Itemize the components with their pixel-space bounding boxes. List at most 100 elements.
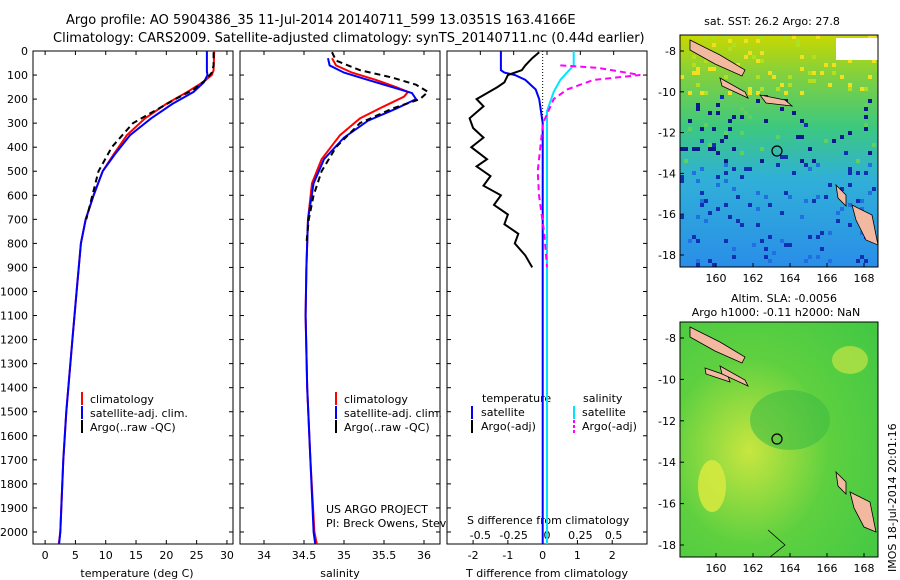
sst-map: sat. SST: 26.2 Argo: 27.8	[679, 15, 879, 268]
sst-pixel	[680, 147, 684, 151]
sst-pixel	[716, 103, 720, 107]
sst-pixel	[780, 107, 784, 111]
land-island	[759, 94, 794, 107]
x-tick-label-T: 0	[539, 549, 546, 562]
project-label: US ARGO PROJECT	[326, 503, 428, 516]
sst-pixel	[684, 159, 688, 163]
sst-pixel	[868, 99, 872, 103]
x-tick-label-S: -0.5	[470, 529, 491, 542]
sst-pixel	[816, 255, 820, 259]
legend-sat-label: satellite-adj. clim.	[90, 407, 188, 420]
sst-pixel	[748, 203, 752, 207]
sst-pixel	[872, 59, 876, 63]
header-line-1: Argo profile: AO 5904386_35 11-Jul-2014 …	[66, 13, 576, 28]
sst-pixel	[848, 183, 852, 187]
sst-pixel	[740, 223, 744, 227]
sst-pixel	[740, 115, 744, 119]
depth-tick-label: 700	[7, 213, 28, 226]
sst-pixel	[744, 111, 748, 115]
sst-pixel	[724, 179, 728, 183]
depth-tick-label: 1800	[0, 478, 28, 491]
land-island	[719, 365, 749, 387]
sst-pixel	[768, 259, 772, 263]
sst-pixel	[748, 167, 752, 171]
sst-pixel	[784, 155, 788, 159]
sst-pixel	[864, 87, 868, 91]
difference-legend: temperature salinity satellite Argo(-adj…	[471, 392, 637, 433]
sst-pixel	[728, 91, 732, 95]
sst-pixel	[788, 83, 792, 87]
depth-tick-label: 1100	[0, 310, 28, 323]
sst-pixel	[772, 75, 776, 79]
sst-pixel	[812, 71, 816, 75]
depth-tick-label: 1500	[0, 406, 28, 419]
header-line-2: Climatology: CARS2009. Satellite-adjuste…	[53, 31, 645, 46]
salinity-xlabel: salinity	[320, 567, 360, 580]
sst-pixel	[748, 51, 752, 55]
difference-title-S: S difference from climatology	[467, 514, 630, 527]
sst-pixel	[808, 255, 812, 259]
depth-tick-label: 500	[7, 165, 28, 178]
sst-pixel	[824, 195, 828, 199]
sst-pixel	[808, 235, 812, 239]
legend-S-sat-label: satellite	[582, 406, 626, 419]
sst-pixel	[796, 39, 800, 43]
sst-pixel	[740, 175, 744, 179]
sst-pixel	[744, 55, 748, 59]
sst-pixel	[692, 63, 696, 67]
sst-pixel	[708, 259, 712, 263]
sst-pixel	[696, 83, 700, 87]
sst-pixel	[704, 199, 708, 203]
sst-pixel	[844, 151, 848, 155]
map-lon-label: 162	[743, 272, 764, 285]
sst-pixel	[760, 59, 764, 63]
sst-pixel	[728, 215, 732, 219]
sst-pixel	[684, 147, 688, 151]
map-lat-label: -12	[658, 127, 676, 140]
sst-pixel	[756, 207, 760, 211]
sst-pixel	[764, 119, 768, 123]
x-tick-label-T: 1	[574, 549, 581, 562]
sst-pixel	[840, 135, 844, 139]
sst-pixel	[680, 175, 684, 179]
sst-pixel	[740, 151, 744, 155]
difference-xlabel-T: T difference from climatology	[465, 567, 628, 580]
sst-pixel	[760, 87, 764, 91]
sst-pixel	[712, 263, 716, 267]
sst-pixel	[860, 199, 864, 203]
land-solomon-islands	[689, 326, 746, 364]
land-island	[704, 367, 731, 383]
sst-pixel	[696, 107, 700, 111]
sst-missing-data	[836, 38, 878, 60]
sst-pixel	[848, 203, 852, 207]
argo-location-marker	[771, 145, 783, 157]
sst-pixel	[848, 171, 852, 175]
map-lat-label: -14	[658, 167, 676, 180]
sst-pixel	[696, 215, 700, 219]
sst-pixel	[800, 55, 804, 59]
land-island	[719, 77, 749, 99]
sst-pixel	[816, 163, 820, 167]
sst-pixel	[752, 55, 756, 59]
sst-pixel	[872, 187, 876, 191]
sst-pixel	[784, 191, 788, 195]
sst-pixel	[776, 163, 780, 167]
legend-T-sat-label: satellite	[481, 406, 525, 419]
sst-pixel	[756, 191, 760, 195]
map-lat-label: -12	[658, 415, 676, 428]
sst-pixel	[812, 55, 816, 59]
sst-pixel	[864, 115, 868, 119]
sst-pixel	[708, 147, 712, 151]
series-satellite-adj-clim-	[304, 57, 418, 545]
sst-pixel	[868, 191, 872, 195]
depth-tick-label: 900	[7, 261, 28, 274]
sst-pixel	[720, 139, 724, 143]
sst-pixel	[712, 43, 716, 47]
series-argo-raw-qc-	[305, 51, 430, 244]
sst-pixel	[804, 123, 808, 127]
sst-pixel	[724, 75, 728, 79]
depth-tick-label: 1900	[0, 502, 28, 515]
sst-pixel	[760, 159, 764, 163]
sst-pixel	[748, 87, 752, 91]
sst-pixel	[836, 219, 840, 223]
